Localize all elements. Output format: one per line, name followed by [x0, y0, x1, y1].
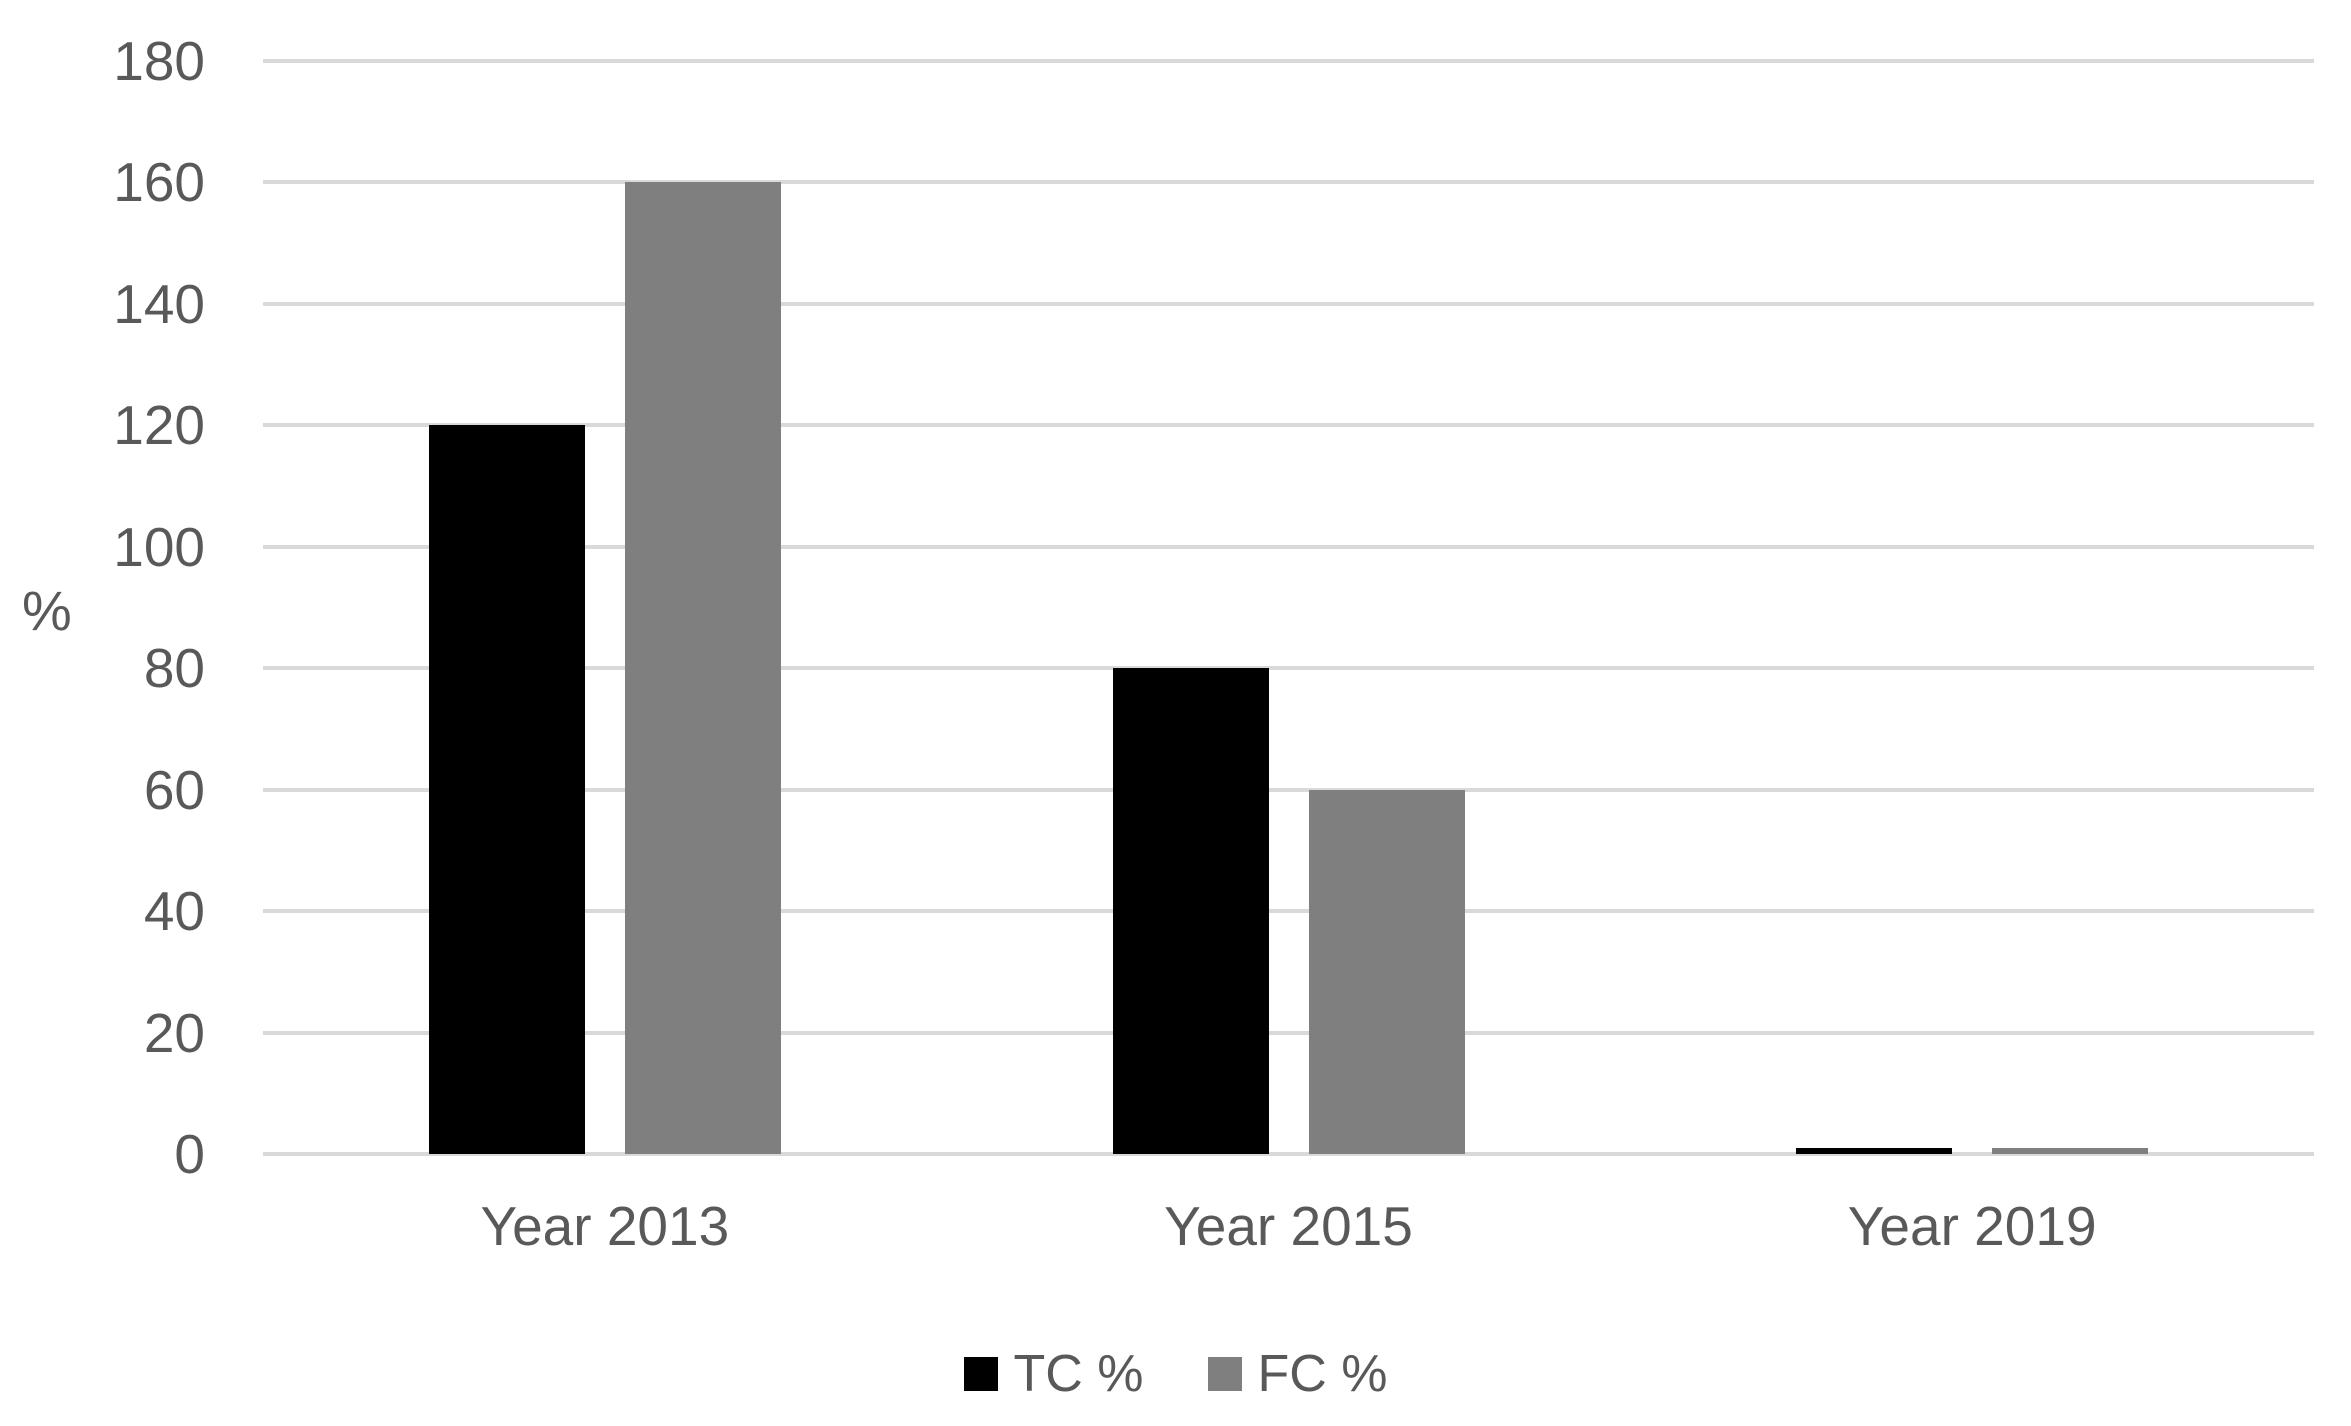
bar-fc-year-2019: [1992, 1147, 2149, 1154]
y-axis-title: %: [22, 579, 72, 642]
bar-tc-year-2013: [428, 425, 585, 1154]
legend-item-tc: TC %: [963, 1344, 1144, 1404]
gridline-80: [263, 666, 2314, 671]
gridline-120: [263, 423, 2314, 428]
y-tick-label-140: 140: [113, 272, 205, 335]
y-tick-label-60: 60: [143, 758, 205, 821]
bar-fc-year-2013: [624, 182, 781, 1154]
y-tick-label-100: 100: [113, 515, 205, 578]
gridline-0: [263, 1152, 2314, 1156]
x-axis-label-year-2013: Year 2013: [480, 1195, 730, 1257]
y-tick-label-40: 40: [143, 880, 205, 943]
bar-tc-year-2015: [1112, 668, 1269, 1154]
legend-swatch-tc-icon: [963, 1357, 998, 1391]
y-tick-label-120: 120: [113, 394, 205, 457]
legend-swatch-fc-icon: [1207, 1357, 1242, 1391]
y-tick-label-180: 180: [113, 30, 205, 92]
gridline-20: [263, 1030, 2314, 1035]
y-tick-label-160: 160: [113, 151, 205, 214]
bar-tc-year-2019: [1796, 1147, 1953, 1154]
gridline-60: [263, 787, 2314, 792]
gridline-140: [263, 301, 2314, 306]
bar-fc-year-2015: [1308, 789, 1465, 1154]
gridline-160: [263, 180, 2314, 185]
y-tick-label-0: 0: [174, 1123, 205, 1185]
legend: TC % FC %: [0, 1342, 2351, 1406]
y-tick-label-80: 80: [143, 637, 205, 700]
x-axis-label-year-2015: Year 2015: [1164, 1195, 1413, 1257]
legend-label-fc: FC %: [1257, 1345, 1388, 1403]
y-tick-label-20: 20: [143, 1001, 205, 1064]
x-axis-labels: Year 2013 Year 2015 Year 2019: [263, 1196, 2314, 1266]
gridline-180: [263, 59, 2314, 63]
x-axis-label-year-2019: Year 2019: [1847, 1195, 2097, 1257]
plot-area: [263, 59, 2314, 1156]
legend-label-tc: TC %: [1013, 1345, 1144, 1403]
gridline-40: [263, 909, 2314, 914]
legend-item-fc: FC %: [1207, 1344, 1388, 1404]
gridline-100: [263, 544, 2314, 549]
y-axis-tick-labels: 0 20 40 60 80 100 120 140 160 180: [0, 31, 205, 1184]
